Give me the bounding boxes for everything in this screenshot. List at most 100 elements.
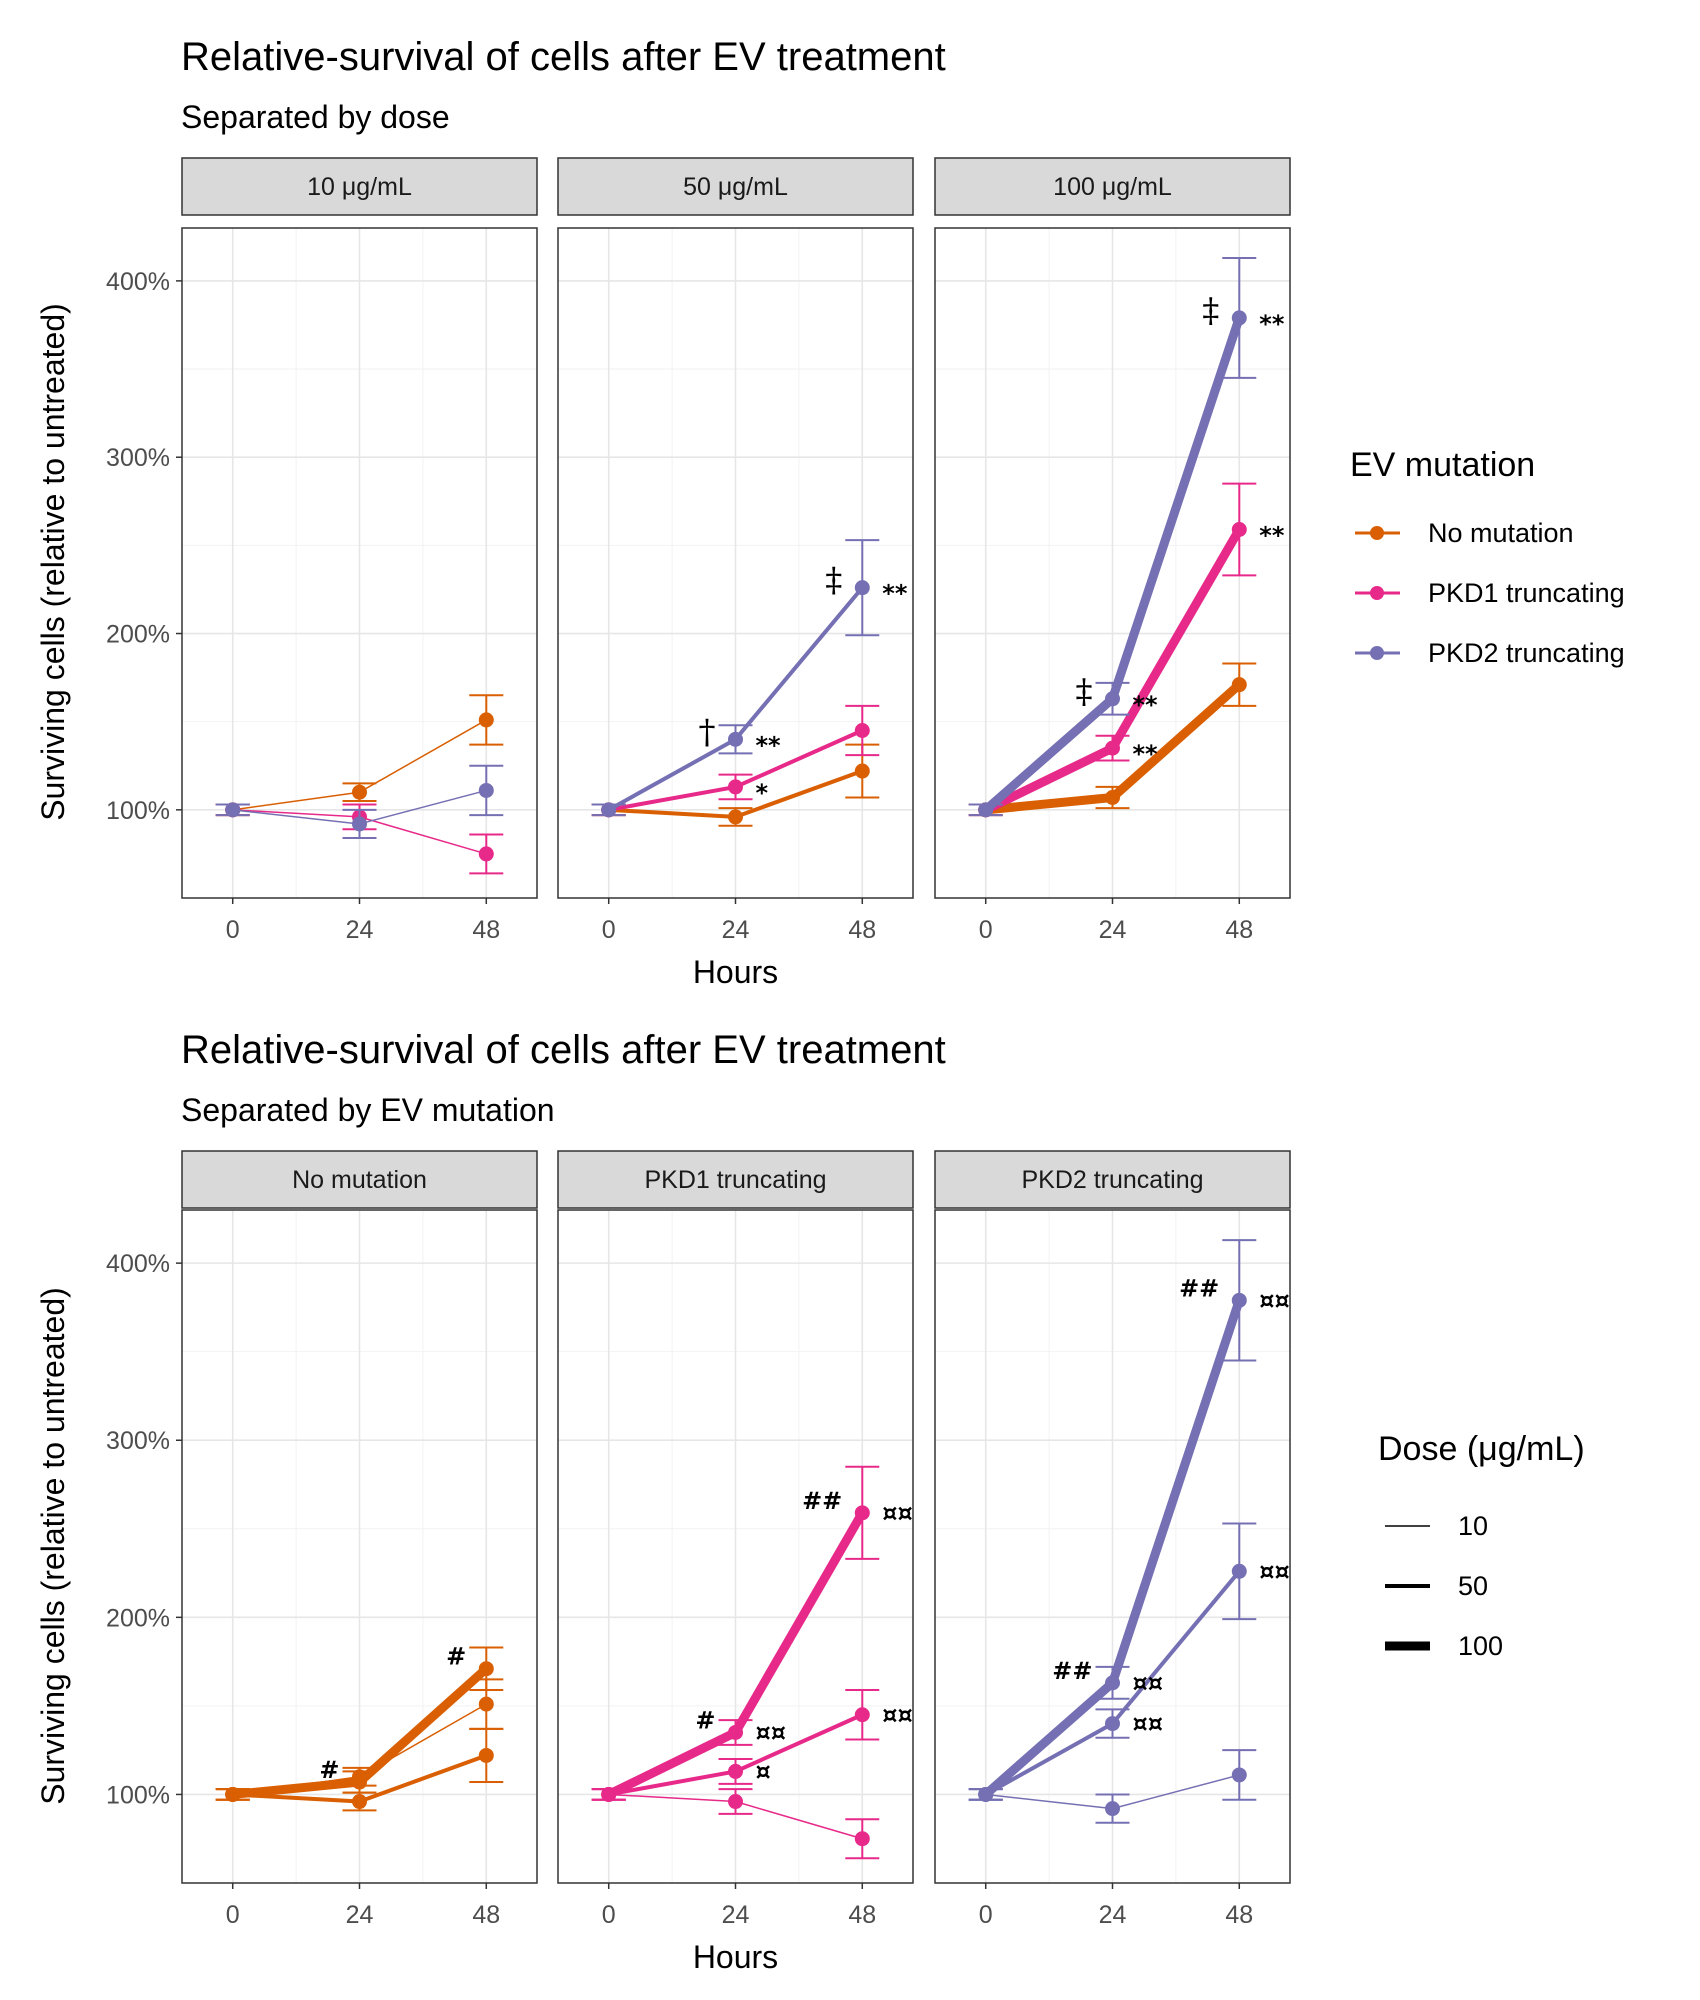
- x-axis-label: Hours: [693, 954, 778, 990]
- data-point: [1105, 740, 1120, 756]
- legend-item-label: PKD2 truncating: [1428, 638, 1625, 668]
- x-tick-label: 48: [848, 916, 876, 944]
- panel-border: [557, 227, 914, 899]
- y-axis-label: Surviving cells (relative to untreated): [35, 1287, 71, 1805]
- significance-annotation: **: [882, 580, 908, 608]
- significance-annotation: #: [446, 1643, 466, 1671]
- data-point: [1231, 1563, 1247, 1579]
- legend-key-point: [1370, 646, 1384, 660]
- chart-subtitle: Separated by dose: [181, 99, 450, 135]
- significance-annotation: ¤¤: [756, 1718, 787, 1746]
- data-point: [978, 802, 994, 818]
- panel-3: PKD2 truncating 0 24 48 ¤¤ ¤¤ ¤¤ ¤¤ ## ##: [934, 1150, 1291, 1929]
- data-point: [854, 763, 870, 779]
- facet-strip: [181, 157, 538, 216]
- data-point: [728, 779, 743, 795]
- x-tick-label: 48: [472, 1901, 500, 1929]
- data-point: [728, 731, 743, 747]
- chart-2: Relative-survival of cells after EV trea…: [35, 1028, 1585, 1975]
- y-tick-label: 100%: [106, 797, 170, 825]
- data-point: [854, 723, 870, 738]
- x-tick-label: 24: [346, 916, 374, 944]
- significance-annotation: ‡: [1076, 672, 1093, 712]
- data-point: [478, 712, 494, 728]
- significance-annotation: †: [699, 712, 716, 752]
- data-point: [1105, 1801, 1120, 1817]
- data-point: [601, 802, 617, 818]
- significance-annotation: ¤¤: [1259, 1557, 1290, 1585]
- data-point: [854, 1505, 870, 1521]
- facet-label: PKD2 truncating: [1021, 1166, 1203, 1194]
- significance-annotation: **: [756, 731, 782, 759]
- significance-annotation: ¤¤: [1133, 1710, 1164, 1738]
- significance-annotation: ¤¤: [1259, 1286, 1290, 1314]
- panel-border: [557, 1209, 914, 1884]
- series-50: ¤¤¤: [591, 1688, 913, 1802]
- x-tick-label: 0: [226, 916, 240, 944]
- data-point: [1231, 310, 1247, 326]
- y-axis-label: Surviving cells (relative to untreated): [35, 303, 71, 821]
- significance-annotation: ¤¤: [1133, 1669, 1164, 1697]
- significance-annotation: ‡: [825, 561, 842, 601]
- x-tick-label: 48: [848, 1901, 876, 1929]
- chart-1: Relative-survival of cells after EV trea…: [35, 35, 1625, 990]
- y-tick-label: 400%: [106, 1250, 170, 1278]
- series-100: ##: [215, 1643, 504, 1802]
- y-tick-label: 100%: [106, 1781, 170, 1809]
- data-point: [1231, 1292, 1247, 1308]
- x-tick-label: 48: [1225, 916, 1253, 944]
- data-point: [1105, 790, 1120, 805]
- facet-strip: [181, 1150, 538, 1209]
- chart-title: Relative-survival of cells after EV trea…: [181, 1028, 946, 1072]
- significance-annotation: ##: [1179, 1274, 1219, 1302]
- x-tick-label: 0: [979, 916, 993, 944]
- data-point: [1105, 1675, 1120, 1691]
- y-tick-label: 200%: [106, 621, 170, 649]
- chart-title: Relative-survival of cells after EV trea…: [181, 35, 946, 79]
- significance-annotation: *: [756, 779, 769, 807]
- chart-subtitle: Separated by EV mutation: [181, 1092, 555, 1128]
- significance-annotation: ¤¤: [882, 1499, 913, 1527]
- panel-border: [181, 227, 538, 899]
- x-tick-label: 48: [1225, 1901, 1253, 1929]
- x-tick-label: 0: [602, 916, 616, 944]
- data-point: [225, 1786, 241, 1802]
- facet-label: 10 μg/mL: [307, 173, 412, 201]
- panel-2: 50 μg/mL0 24 48*****†‡: [557, 157, 914, 944]
- facet-strip: [934, 157, 1291, 216]
- y-tick-label: 300%: [106, 444, 170, 472]
- facet-strip: [557, 157, 914, 216]
- x-tick-label: 0: [979, 1901, 993, 1929]
- y-tick-label: 400%: [106, 268, 170, 296]
- legend: EV mutation No mutation PKD1 truncating PKD…: [1350, 446, 1625, 668]
- legend: Dose (μg/mL) 10 50 100: [1378, 1430, 1585, 1661]
- significance-annotation: **: [1259, 310, 1285, 338]
- panel-3: 100 μg/mL 0 24 48 ** ** ** ** ‡ ‡: [934, 157, 1291, 944]
- data-point: [1231, 677, 1247, 693]
- series-PKD1 truncating: ** **: [968, 482, 1285, 818]
- panel-border: [934, 227, 1291, 899]
- data-point: [225, 802, 241, 818]
- significance-annotation: ##: [1052, 1657, 1092, 1685]
- significance-annotation: **: [1133, 740, 1159, 768]
- significance-annotation: #: [695, 1706, 715, 1734]
- legend-title: Dose (μg/mL): [1378, 1430, 1585, 1468]
- panel-border: [934, 1209, 1291, 1884]
- panel-1: 10 μg/mL 0 24 48: [181, 157, 538, 944]
- data-point: [1105, 691, 1120, 707]
- data-point: [854, 1707, 870, 1723]
- data-point: [478, 1661, 494, 1677]
- x-tick-label: 0: [602, 1901, 616, 1929]
- panel-border: [181, 1209, 538, 1884]
- data-point: [728, 1724, 743, 1740]
- legend-item-label: PKD1 truncating: [1428, 578, 1625, 608]
- x-tick-label: 24: [1099, 1901, 1127, 1929]
- legend-title: EV mutation: [1350, 446, 1535, 484]
- series-PKD2 truncating: ** ** † ‡: [591, 539, 908, 818]
- significance-annotation: ¤: [756, 1757, 771, 1785]
- data-point: [1231, 522, 1247, 537]
- legend-item-label: 100: [1458, 1631, 1503, 1661]
